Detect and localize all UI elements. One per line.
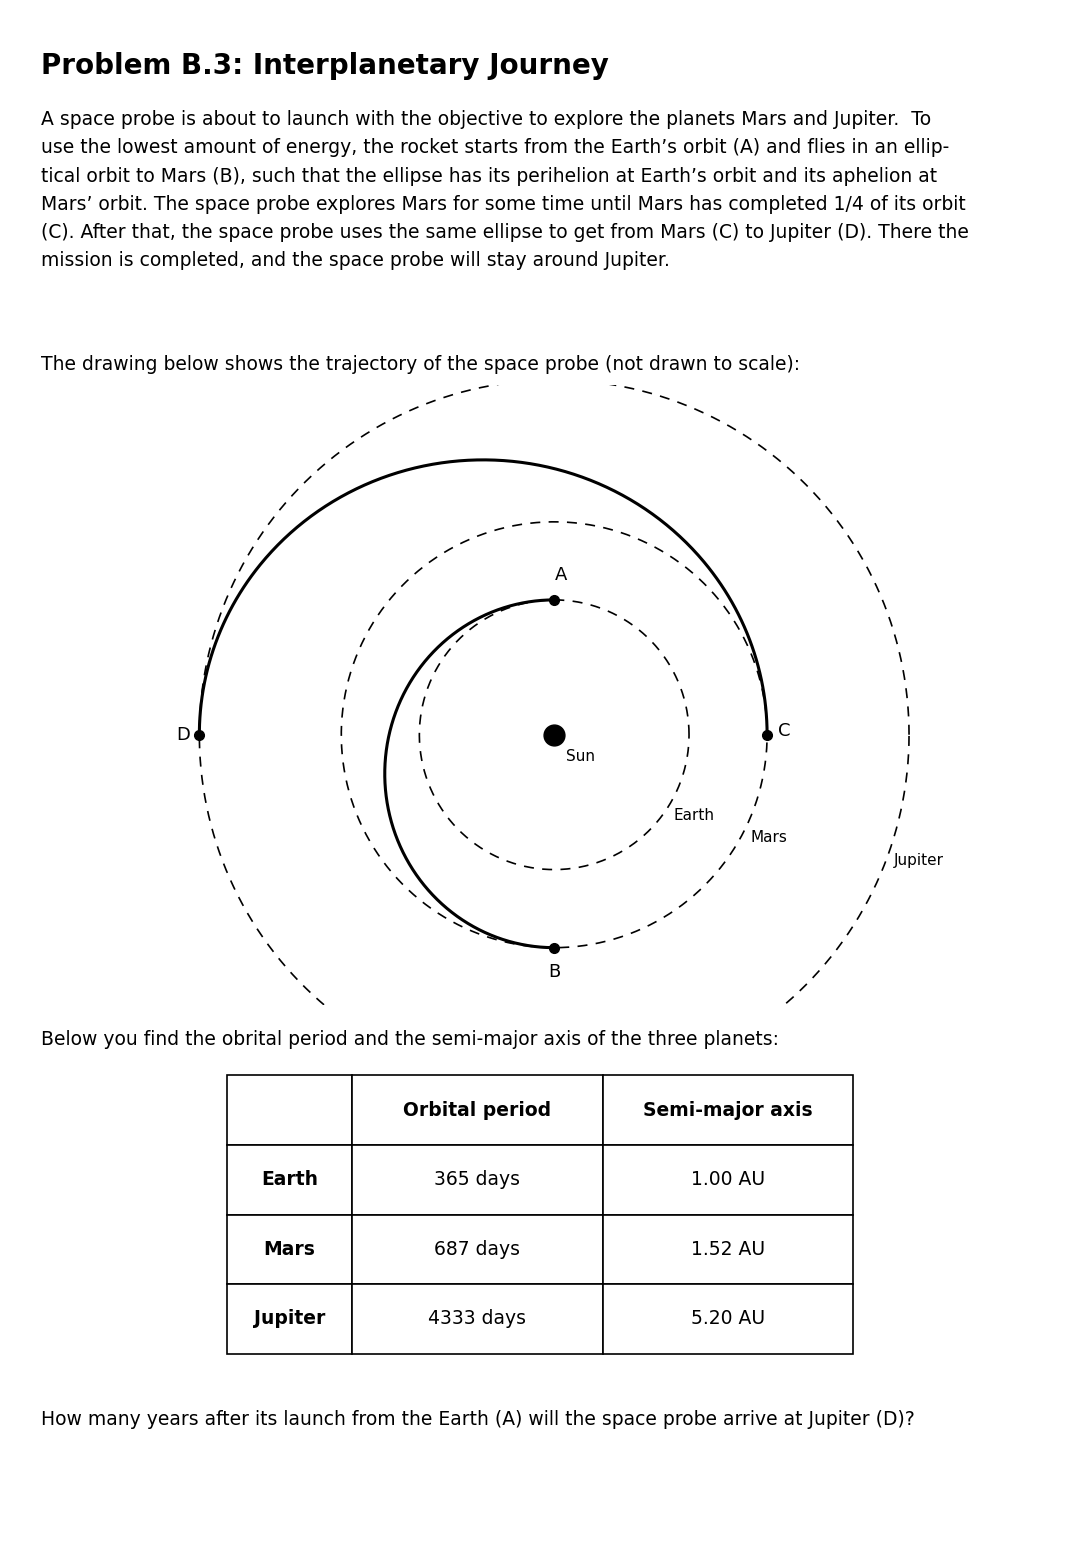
Text: Earth: Earth	[674, 808, 714, 823]
Text: Sun: Sun	[566, 748, 595, 764]
Text: C: C	[778, 722, 791, 740]
Text: The drawing below shows the trajectory of the space probe (not drawn to scale):: The drawing below shows the trajectory o…	[41, 355, 800, 373]
Text: Below you find the obrital period and the semi-major axis of the three planets:: Below you find the obrital period and th…	[41, 1029, 779, 1050]
Text: A: A	[555, 567, 567, 584]
Text: Jupiter: Jupiter	[894, 853, 944, 867]
Text: Mars: Mars	[751, 829, 787, 845]
Text: Problem B.3: Interplanetary Journey: Problem B.3: Interplanetary Journey	[41, 52, 609, 80]
Text: How many years after its launch from the Earth (A) will the space probe arrive a: How many years after its launch from the…	[41, 1410, 915, 1429]
Text: A space probe is about to launch with the objective to explore the planets Mars : A space probe is about to launch with th…	[41, 109, 969, 270]
Text: D: D	[176, 726, 190, 744]
Text: B: B	[548, 964, 561, 981]
